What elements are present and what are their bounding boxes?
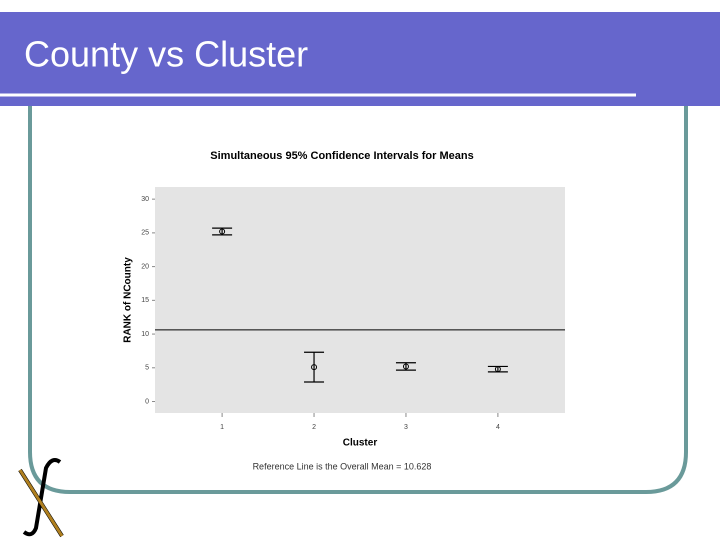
chart-title: Simultaneous 95% Confidence Intervals fo… <box>210 150 473 162</box>
slide-title: County vs Cluster <box>24 34 308 75</box>
y-axis-label: RANK of NCounty <box>123 257 134 343</box>
y-tick-label: 10 <box>141 331 149 338</box>
plot-area <box>155 187 565 413</box>
y-tick-label: 15 <box>141 297 149 304</box>
footnote: Reference Line is the Overall Mean = 10.… <box>253 461 432 471</box>
header-bar <box>0 12 720 106</box>
error-bar <box>304 351 325 383</box>
x-tick-label: 2 <box>312 424 316 431</box>
mean-marker <box>311 364 318 371</box>
logo-accent <box>18 469 64 537</box>
y-tick-label: 5 <box>145 365 149 372</box>
y-tick-label: 30 <box>141 196 149 203</box>
x-tick-label: 4 <box>496 424 500 431</box>
y-tick-label: 25 <box>141 230 149 237</box>
y-tick-label: 20 <box>141 263 149 270</box>
x-tick-label: 1 <box>220 424 224 431</box>
mean-marker <box>402 363 409 370</box>
y-tick-label: 0 <box>145 398 149 405</box>
x-axis-label: Cluster <box>343 438 378 449</box>
mean-marker <box>219 228 226 235</box>
x-tick-label: 3 <box>404 424 408 431</box>
slide-frame <box>28 106 688 494</box>
mean-marker <box>494 366 501 373</box>
